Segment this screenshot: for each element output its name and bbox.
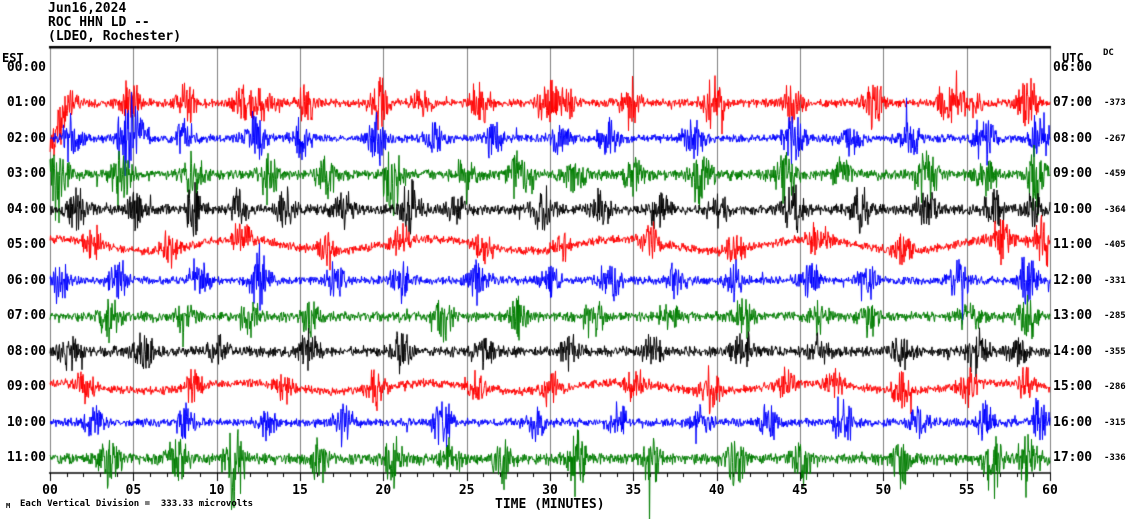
dc-offset-value: -336 (1104, 453, 1126, 463)
x-tick-label: 40 (708, 483, 725, 498)
x-tick-label: 35 (625, 483, 642, 498)
x-tick-label: 30 (542, 483, 558, 498)
x-tick-label: 25 (458, 483, 475, 498)
left-hour-label: 04:00 (6, 201, 46, 217)
corner-mark: M (6, 502, 11, 510)
right-hour-label: 17:00 (1053, 450, 1093, 465)
right-hour-label: 15:00 (1053, 379, 1093, 394)
left-hour-label: 11:00 (6, 450, 46, 465)
x-axis-title: TIME (MINUTES) (495, 497, 605, 512)
left-hour-label: 08:00 (6, 343, 46, 359)
dc-offset-value: -285 (1104, 311, 1126, 321)
right-hour-label: 07:00 (1053, 95, 1093, 110)
right-hour-label: 10:00 (1053, 201, 1093, 217)
right-hour-label: 08:00 (1053, 130, 1093, 146)
right-hour-label: 14:00 (1053, 343, 1093, 359)
right-hour-label: 09:00 (1053, 166, 1093, 181)
left-hour-label: 03:00 (6, 166, 46, 181)
x-tick-label: 60 (1042, 483, 1058, 498)
dc-offset-value: -286 (1104, 382, 1126, 392)
right-timezone-header: UTC (1062, 51, 1084, 65)
dc-column-header: DC (1103, 48, 1114, 58)
right-hour-label: 16:00 (1053, 414, 1093, 430)
right-hour-label: 11:00 (1053, 237, 1093, 252)
dc-offset-value: -267 (1104, 133, 1126, 144)
right-hour-label: 06:00 (1053, 59, 1093, 75)
x-tick-label: 05 (125, 483, 142, 498)
left-hour-label: 02:00 (6, 130, 46, 146)
right-hour-label: 13:00 (1053, 308, 1093, 323)
dc-offset-value: -373 (1104, 98, 1126, 108)
left-hour-label: 07:00 (6, 308, 46, 323)
x-tick-label: 00 (42, 483, 58, 498)
x-tick-label: 50 (875, 483, 892, 498)
vertical-division-scale-note: Each Vertical Division = 333.33 microvol… (20, 499, 253, 509)
header-station-location: (LDEO, Rochester) (48, 29, 182, 44)
dc-offset-value: -364 (1104, 204, 1126, 215)
left-hour-label: 09:00 (6, 379, 46, 394)
dc-offset-value: -331 (1104, 275, 1126, 286)
right-hour-label: 12:00 (1053, 272, 1093, 288)
left-hour-label: 05:00 (6, 237, 46, 252)
dc-offset-value: -405 (1104, 240, 1126, 250)
header-station-id: ROC HHN LD -- (48, 15, 150, 30)
dc-offset-value: -315 (1104, 417, 1126, 428)
left-hour-label: 10:00 (6, 414, 46, 430)
left-hour-label: 06:00 (6, 272, 46, 288)
dc-offset-value: -459 (1104, 169, 1126, 179)
x-tick-label: 45 (792, 483, 808, 498)
x-tick-label: 15 (292, 483, 308, 498)
x-tick-label: 10 (208, 483, 225, 498)
dc-offset-value: -355 (1104, 346, 1126, 357)
left-hour-label: 00:00 (6, 59, 46, 75)
left-hour-label: 01:00 (6, 95, 46, 110)
left-timezone-header: EST (2, 51, 24, 65)
header-date: Jun16,2024 (48, 1, 127, 16)
x-tick-label: 20 (375, 483, 392, 498)
x-tick-label: 55 (958, 483, 975, 498)
